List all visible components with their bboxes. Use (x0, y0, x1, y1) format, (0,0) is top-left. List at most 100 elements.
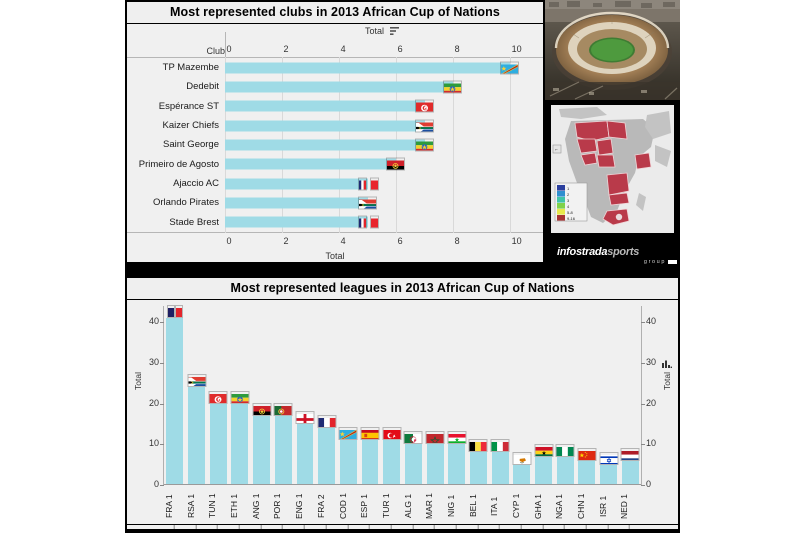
leagues-bar-column[interactable] (294, 306, 316, 485)
sort-descending-icon[interactable] (389, 27, 399, 35)
country-flag-icon (317, 415, 337, 429)
leagues-bar-column[interactable] (207, 306, 229, 485)
country-flag-icon (403, 431, 423, 445)
leagues-bar-column[interactable] (251, 306, 273, 485)
leagues-bar-column[interactable] (381, 306, 403, 485)
leagues-x-tick-mark (434, 525, 436, 529)
leagues-bar[interactable] (447, 431, 467, 485)
clubs-bar[interactable] (225, 100, 425, 112)
clubs-bar[interactable] (225, 81, 454, 93)
leagues-bar[interactable] (273, 402, 293, 485)
africa-choropleth-map: 1 2 3 4 5-8 9-16 ⌐ (551, 105, 674, 233)
leagues-bar-column[interactable] (533, 306, 555, 485)
clubs-bar-row[interactable]: Ajaccio AC (127, 174, 543, 193)
country-flag-icon (534, 443, 554, 457)
country-flag-icon (360, 427, 380, 441)
clubs-bar-track (225, 213, 543, 232)
clubs-category-label: Dedebit (186, 81, 219, 93)
leagues-x-tick-label: ENG 1 (294, 485, 316, 529)
clubs-category-label: Stade Brest (169, 216, 219, 228)
bottom-dashboard-block: Most represented leagues in 2013 African… (125, 272, 680, 533)
leagues-bar-column[interactable] (403, 306, 425, 485)
leagues-bar[interactable] (166, 305, 184, 485)
leagues-bar-column[interactable] (186, 306, 208, 485)
leagues-bar-column[interactable] (359, 306, 381, 485)
soccer-city-stadium-aerial-photo (545, 0, 680, 100)
leagues-bar[interactable] (317, 415, 337, 485)
clubs-bar[interactable] (225, 197, 368, 209)
leagues-bar-column[interactable] (446, 306, 468, 485)
leagues-x-tick-mark (542, 525, 544, 529)
leagues-bar-column[interactable] (511, 306, 533, 485)
leagues-bar[interactable] (534, 443, 554, 485)
leagues-bar[interactable] (403, 431, 423, 485)
leagues-bar[interactable] (382, 427, 402, 485)
clubs-bar-row[interactable]: Stade Brest (127, 213, 543, 232)
top-dashboard-block: Most represented clubs in 2013 African C… (125, 0, 680, 272)
leagues-x-tick-mark (455, 525, 457, 529)
leagues-bar[interactable] (425, 431, 445, 485)
leagues-bar[interactable] (599, 451, 619, 485)
country-flag-icon (468, 439, 488, 453)
clubs-bar-row[interactable]: Primeiro de Agosto (127, 155, 543, 174)
clubs-bar[interactable] (225, 158, 397, 170)
leagues-bar[interactable] (555, 443, 575, 485)
clubs-bar[interactable] (225, 139, 425, 151)
leagues-x-tick-mark (347, 525, 349, 529)
logo-wordmark: infostradasports (557, 246, 639, 258)
leagues-bar-column[interactable] (229, 306, 251, 485)
clubs-bar-row[interactable]: TP Mazembe (127, 58, 543, 77)
country-flag-icon (599, 451, 619, 465)
clubs-bar[interactable] (225, 62, 511, 74)
clubs-bar-row[interactable]: Kaizer Chiefs (127, 116, 543, 135)
leagues-bar-column[interactable] (316, 306, 338, 485)
bar-sort-icon[interactable] (662, 355, 672, 373)
clubs-bar-row[interactable]: Dedebit (127, 77, 543, 96)
leagues-bar[interactable] (490, 439, 510, 485)
country-flag-icon (357, 196, 377, 210)
leagues-bar-column[interactable] (272, 306, 294, 485)
leagues-y-tick-label: 30 (646, 356, 657, 367)
leagues-bar[interactable] (252, 402, 272, 485)
leagues-bar-column[interactable] (619, 306, 641, 485)
country-flag-icon (555, 443, 575, 457)
clubs-bar[interactable] (225, 178, 368, 190)
clubs-bar-row[interactable]: Espérance ST (127, 97, 543, 116)
leagues-bar[interactable] (208, 390, 228, 485)
clubs-bar[interactable] (225, 120, 425, 132)
leagues-bar[interactable] (468, 439, 488, 485)
leagues-bar-column[interactable] (576, 306, 598, 485)
leagues-x-tick-label: ISR 1 (598, 485, 620, 529)
clubs-bar-row[interactable]: Saint George (127, 135, 543, 154)
leagues-bar[interactable] (295, 410, 315, 485)
leagues-x-tick-label: ESP 1 (359, 485, 381, 529)
leagues-bar-column[interactable] (598, 306, 620, 485)
leagues-bar-column[interactable] (164, 305, 186, 485)
leagues-baseline (164, 484, 641, 485)
clubs-bar-track (225, 135, 543, 154)
leagues-bar-column[interactable] (489, 306, 511, 485)
clubs-bar[interactable] (225, 216, 368, 228)
leagues-bar-columns (164, 305, 641, 485)
leagues-x-tick-mark (325, 525, 327, 529)
leagues-bar-column[interactable] (468, 306, 490, 485)
leagues-bar[interactable] (338, 427, 358, 485)
media-column: 1 2 3 4 5-8 9-16 ⌐ infostradasports (545, 0, 680, 272)
leagues-bar-column[interactable] (554, 306, 576, 485)
leagues-x-tick-label: TUR 1 (381, 485, 403, 529)
leagues-x-tick-mark (629, 525, 631, 529)
leagues-bar[interactable] (577, 447, 597, 485)
leagues-flag-group (577, 447, 597, 461)
leagues-bar[interactable] (512, 451, 532, 485)
leagues-bar-column[interactable] (424, 306, 446, 485)
clubs-bar-row[interactable]: Orlando Pirates (127, 193, 543, 212)
leagues-bar[interactable] (187, 374, 207, 485)
leagues-bar-column[interactable] (338, 306, 360, 485)
leagues-bar[interactable] (230, 390, 250, 485)
leagues-bar[interactable] (620, 447, 640, 485)
clubs-bar-track (225, 116, 543, 135)
leagues-bar[interactable] (360, 427, 380, 485)
country-flag-icon (338, 427, 358, 441)
leagues-y-tick-mark (641, 403, 645, 405)
clubs-x-tick-label-bottom: 10 (511, 236, 522, 246)
